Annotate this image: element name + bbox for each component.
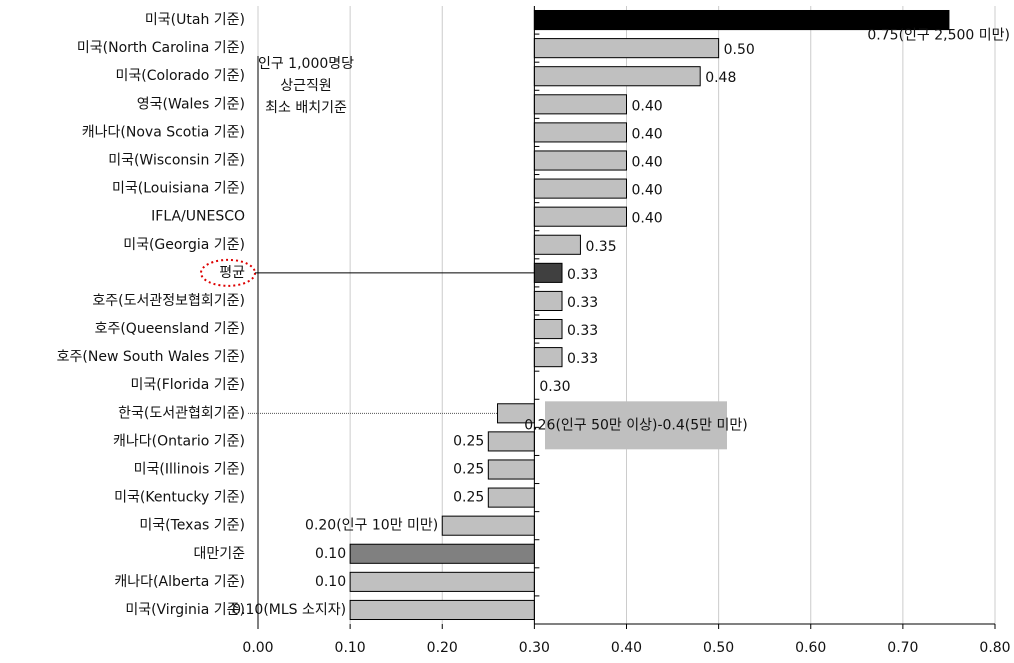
value-label: 0.40	[632, 126, 663, 142]
bar	[533, 206, 627, 227]
y-tick-label: IFLA/UNESCO	[151, 209, 245, 225]
bar	[349, 599, 535, 621]
bar	[533, 94, 627, 115]
x-tick-label: 0.40	[611, 640, 642, 656]
bar	[533, 150, 627, 171]
value-label: 0.25	[453, 490, 484, 506]
value-label: 0.33	[567, 323, 598, 339]
value-label: 0.40	[632, 183, 663, 199]
value-label: 0.20(인구 10만 미만)	[305, 518, 438, 534]
value-label: 0.48	[705, 70, 736, 86]
value-label: 0.10	[315, 546, 346, 562]
y-tick-label: 대만기준	[193, 546, 245, 562]
y-tick-label: 캐나다(Nova Scotia 기준)	[82, 124, 245, 140]
value-label: 0.40	[632, 211, 663, 227]
value-label: 0.33	[567, 295, 598, 311]
y-tick-label: 미국(North Carolina 기준)	[77, 40, 245, 56]
y-tick-label: 미국(Utah 기준)	[145, 12, 245, 28]
bar	[533, 234, 581, 255]
bar	[533, 38, 720, 59]
x-tick-label: 0.30	[519, 640, 550, 656]
y-tick-label: 미국(Colorado 기준)	[116, 68, 245, 84]
y-tick-label: 호주(Queensland 기준)	[95, 321, 245, 337]
y-tick-label: 미국(Illinois 기준)	[134, 462, 245, 478]
value-label: 0.75(인구 2,500 미만)	[867, 27, 1010, 43]
x-tick-label: 0.70	[887, 640, 918, 656]
value-label: 0.33	[567, 267, 598, 283]
y-tick-label: 한국(도서관협회기준)	[118, 405, 245, 421]
bar	[349, 543, 535, 564]
y-tick-label: 미국(Louisiana 기준)	[112, 181, 245, 197]
value-label: 0.50	[724, 42, 755, 58]
x-tick-label: 0.80	[979, 640, 1010, 656]
x-tick-label: 0.50	[703, 640, 734, 656]
value-label: 0.35	[585, 239, 616, 255]
value-label: 0.10(MLS 소지자)	[232, 602, 346, 618]
value-label: 0.25	[453, 433, 484, 449]
bar	[349, 571, 535, 592]
bar	[533, 318, 563, 340]
x-tick-label: 0.20	[427, 640, 458, 656]
bar	[487, 431, 535, 452]
value-label: 0.26(인구 50만 이상)-0.4(5만 미만)	[524, 417, 747, 433]
x-tick-label: 0.10	[335, 640, 366, 656]
y-tick-label: 캐나다(Ontario 기준)	[113, 433, 245, 449]
annotation: 상근직원	[280, 78, 332, 94]
value-label: 0.10	[315, 574, 346, 590]
bar	[533, 347, 563, 368]
y-tick-label: 미국(Georgia 기준)	[123, 237, 245, 253]
y-tick-label: 미국(Florida 기준)	[130, 377, 245, 393]
bar	[533, 178, 627, 199]
y-tick-label: 미국(Virginia 기준)	[125, 602, 245, 618]
bar	[533, 122, 627, 143]
bar	[441, 515, 535, 536]
y-tick-label: 미국(Wisconsin 기준)	[108, 153, 245, 169]
value-label: 0.25	[453, 462, 484, 478]
value-label: 0.30	[539, 379, 570, 395]
bar	[533, 290, 563, 312]
y-tick-label: 호주(New South Wales 기준)	[57, 349, 245, 365]
value-label: 0.40	[632, 155, 663, 171]
value-label: 0.40	[632, 98, 663, 114]
x-tick-label: 0.60	[795, 640, 826, 656]
label-box	[545, 401, 727, 450]
y-tick-label: 캐나다(Alberta 기준)	[114, 574, 245, 590]
bar	[533, 262, 563, 283]
annotation: 인구 1,000명당	[258, 56, 354, 72]
y-tick-label: 호주(도서관정보협회기준)	[92, 293, 245, 309]
bar	[533, 66, 701, 87]
x-tick-label: 0.00	[242, 640, 273, 656]
y-tick-label: 영국(Wales 기준)	[137, 96, 245, 112]
y-tick-label: 미국(Kentucky 기준)	[114, 490, 245, 506]
value-label: 0.33	[567, 351, 598, 367]
y-tick-label: 미국(Texas 기준)	[139, 518, 245, 534]
bar	[487, 459, 535, 480]
bar	[487, 487, 535, 508]
y-tick-label: 평균	[219, 265, 245, 281]
annotation: 최소 배치기준	[265, 100, 347, 116]
